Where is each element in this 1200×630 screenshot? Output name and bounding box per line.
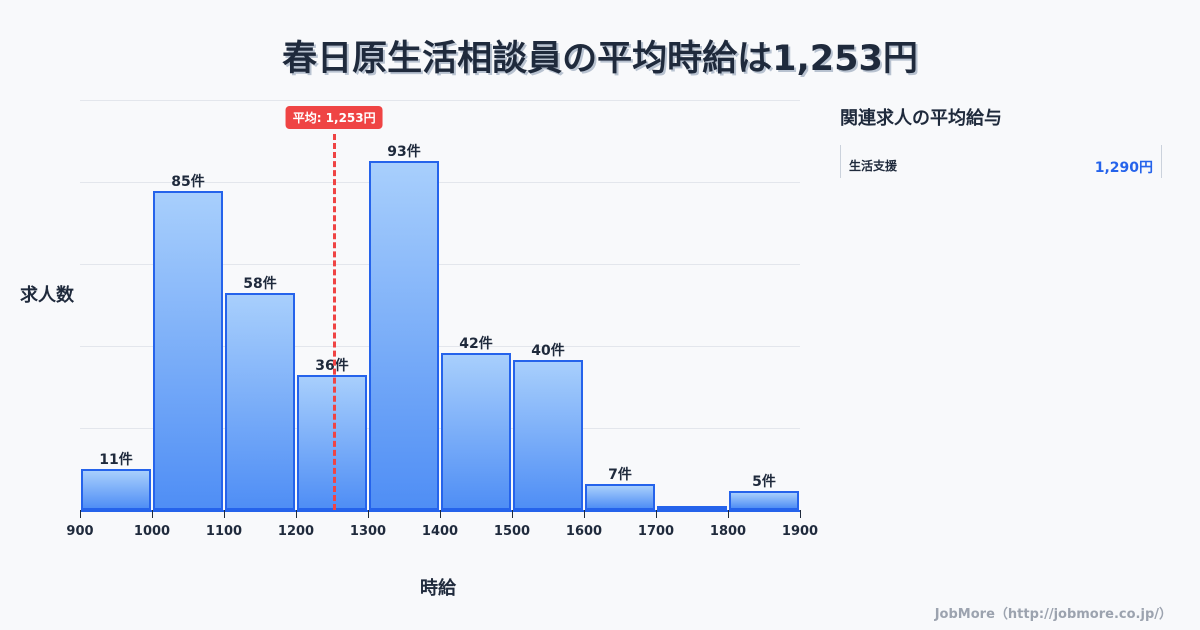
- x-tick: [584, 510, 585, 518]
- bar-value-label: 36件: [315, 358, 349, 374]
- bar-value-label: 11件: [99, 451, 133, 468]
- bar-value-label: 40件: [531, 343, 565, 359]
- related-salary-title: 関連求人の平均給与: [840, 108, 1002, 129]
- x-tick: [368, 510, 369, 518]
- x-axis-label: 時給: [420, 578, 456, 599]
- x-tick-label: 900: [66, 524, 94, 539]
- histogram-plot: 11件 85件 58件 36件 93件 42件 40件 7件 5件 900 1000 1100 1200…: [66, 100, 818, 539]
- x-tick-label: 1200: [277, 524, 315, 539]
- y-axis-label: 求人数: [20, 285, 74, 306]
- bar-value-label: 7件: [608, 466, 632, 483]
- histogram-bar: [369, 161, 439, 510]
- x-tick: [800, 510, 801, 518]
- footer-credit: JobMore（http://jobmore.co.jp/）: [934, 607, 1172, 622]
- gridline: [80, 428, 800, 429]
- bar-value-label: 42件: [459, 335, 493, 352]
- average-badge: 平均: 1,253円: [285, 106, 383, 129]
- gridline: [80, 264, 800, 265]
- histogram-bar: [729, 491, 799, 510]
- x-tick-label: 1900: [781, 524, 819, 539]
- x-tick-label: 1800: [709, 524, 747, 539]
- bar-value-label: 5件: [752, 474, 776, 491]
- x-tick: [656, 510, 657, 518]
- gridline: [80, 100, 800, 101]
- histogram-bar: [225, 292, 295, 510]
- x-tick-label: 1700: [637, 524, 675, 539]
- x-tick-label: 1300: [349, 524, 387, 539]
- x-tick-label: 1000: [133, 524, 171, 539]
- histogram-bar: [81, 468, 151, 510]
- gridline: [80, 346, 800, 347]
- x-tick: [296, 510, 297, 518]
- histogram-bar: [441, 352, 511, 510]
- x-tick-label: 1400: [421, 524, 459, 539]
- histogram-bar: [585, 483, 655, 510]
- x-tick: [152, 510, 153, 518]
- x-tick: [80, 510, 81, 518]
- histogram-bar: [657, 506, 727, 510]
- x-tick: [728, 510, 729, 518]
- histogram-bar: [297, 375, 367, 510]
- x-tick-label: 1500: [493, 524, 531, 539]
- bar-value-label: 93件: [387, 144, 421, 161]
- x-tick-label: 1100: [205, 524, 243, 539]
- gridline: [80, 182, 800, 183]
- related-job-name: 生活支援: [849, 159, 898, 173]
- chart-title: 春日原生活相談員の平均時給は1,253円: [282, 39, 918, 79]
- related-salary-row: 生活支援 1,290円: [840, 145, 1162, 178]
- x-tick: [440, 510, 441, 518]
- histogram-bar: [153, 191, 223, 510]
- bar-value-label: 85件: [171, 174, 205, 191]
- average-line: [333, 134, 337, 510]
- x-tick: [512, 510, 513, 518]
- bar-value-label: 58件: [243, 275, 277, 292]
- x-tick: [224, 510, 225, 518]
- related-job-salary: 1,290円: [1094, 160, 1153, 176]
- x-tick-label: 1600: [565, 524, 603, 539]
- histogram-bar: [513, 360, 583, 510]
